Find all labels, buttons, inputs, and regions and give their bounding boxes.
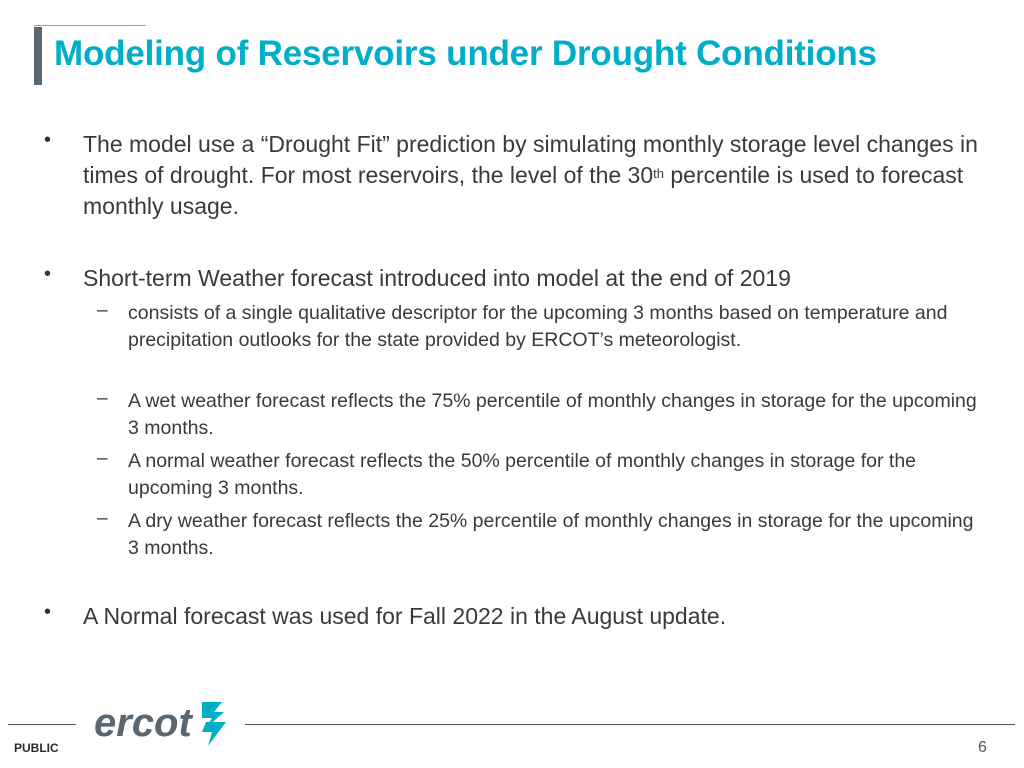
- bullet-marker: •: [44, 129, 52, 151]
- sub-bullet-text: consists of a single qualitative descrip…: [128, 302, 948, 351]
- title-top-rule: [34, 25, 146, 26]
- sub-bullet-marker: –: [97, 508, 108, 529]
- sub-bullet-marker: –: [97, 448, 108, 469]
- logo-wordmark: ercot: [94, 701, 193, 745]
- bullet-text: A Normal forecast was used for Fall 2022…: [83, 603, 727, 629]
- superscript: th: [653, 166, 664, 181]
- sub-bullet-marker: –: [97, 300, 108, 321]
- bullet-marker: •: [44, 263, 52, 285]
- sub-bullet-text: A normal weather forecast reflects the 5…: [128, 450, 917, 499]
- sub-bullet-text: A wet weather forecast reflects the 75% …: [128, 390, 977, 439]
- footer-rule-right: [245, 724, 1015, 725]
- sub-bullet-marker: –: [97, 388, 108, 409]
- lightning-bolt-icon: [202, 702, 226, 746]
- slide-title: Modeling of Reservoirs under Drought Con…: [54, 34, 877, 73]
- sub-bullet-text: A dry weather forecast reflects the 25% …: [128, 510, 974, 559]
- bullet-text: The model use a “Drought Fit” prediction…: [83, 131, 978, 219]
- bullet-text: Short-term Weather forecast introduced i…: [83, 265, 791, 291]
- bullet-marker: •: [44, 601, 52, 623]
- ercot-logo: ercot: [94, 698, 234, 755]
- classification-label: PUBLIC: [14, 741, 59, 755]
- footer-rule-left: [8, 724, 76, 725]
- page-number: 6: [978, 739, 987, 756]
- title-accent-bar: [34, 27, 42, 85]
